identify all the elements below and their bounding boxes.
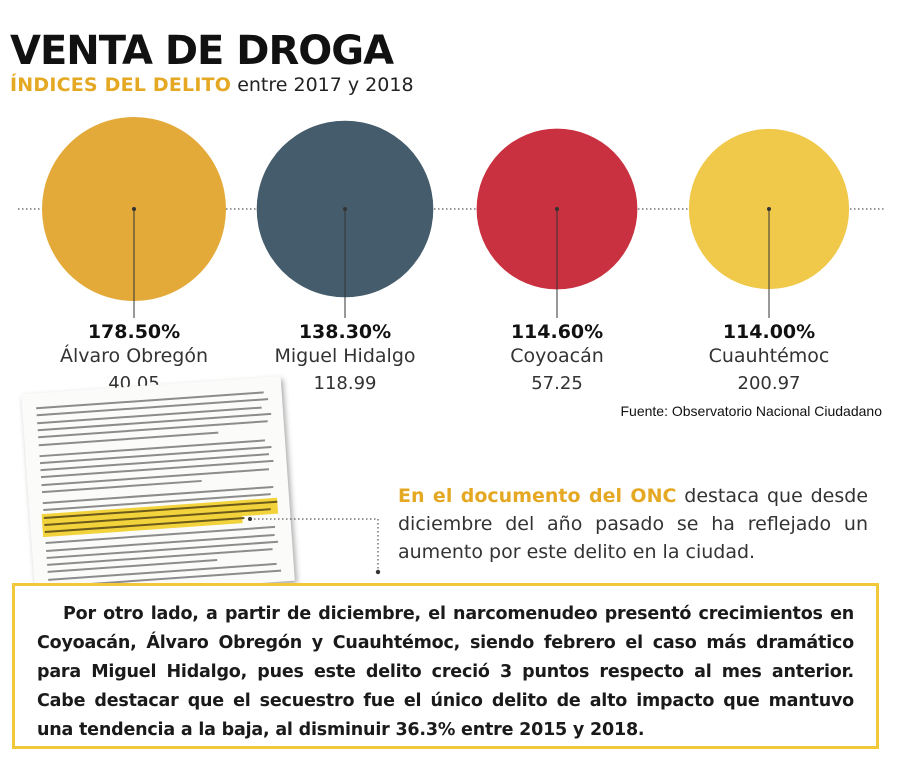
chart-subtitle: ÍNDICES DEL DELITO entre 2017 y 2018 (10, 74, 414, 96)
category-label-2: Miguel Hidalgo (274, 345, 415, 367)
note-accent: En el documento del ONC (398, 485, 677, 507)
subtitle-rest: entre 2017 y 2018 (231, 74, 414, 96)
subtitle-accent: ÍNDICES DEL DELITO (10, 74, 232, 96)
note-text: destaca que desde diciembre del año pasa… (398, 485, 869, 563)
center-dot-4 (767, 207, 771, 211)
onc-note: En el documento del ONC destaca que desd… (398, 482, 868, 566)
percent-label-2: 138.30% (299, 321, 391, 343)
bubbles-group: 178.50%Álvaro Obregón40.05138.30%Miguel … (42, 117, 850, 394)
value-label-2: 118.99 (314, 373, 377, 394)
percent-label-1: 178.50% (88, 321, 180, 343)
value-label-4: 200.97 (738, 373, 801, 394)
percent-label-4: 114.00% (723, 321, 815, 343)
category-label-3: Coyoacán (510, 345, 604, 367)
source-note: Fuente: Observatorio Nacional Ciudadano (620, 403, 883, 419)
category-label-4: Cuauhtémoc (709, 345, 830, 367)
value-label-3: 57.25 (531, 373, 583, 394)
document-thumbnail (21, 376, 295, 599)
percent-label-3: 114.60% (511, 321, 603, 343)
center-dot-1 (132, 207, 136, 211)
bubble-chart: 178.50%Álvaro Obregón40.05138.30%Miguel … (18, 117, 885, 394)
body-paragraph: Por otro lado, a partir de diciembre, el… (37, 604, 854, 740)
category-label-1: Álvaro Obregón (60, 344, 208, 367)
chart-title: VENTA DE DROGA (10, 28, 394, 74)
center-dot-3 (555, 207, 559, 211)
body-textbox: Por otro lado, a partir de diciembre, el… (12, 583, 879, 749)
center-dot-2 (343, 207, 347, 211)
